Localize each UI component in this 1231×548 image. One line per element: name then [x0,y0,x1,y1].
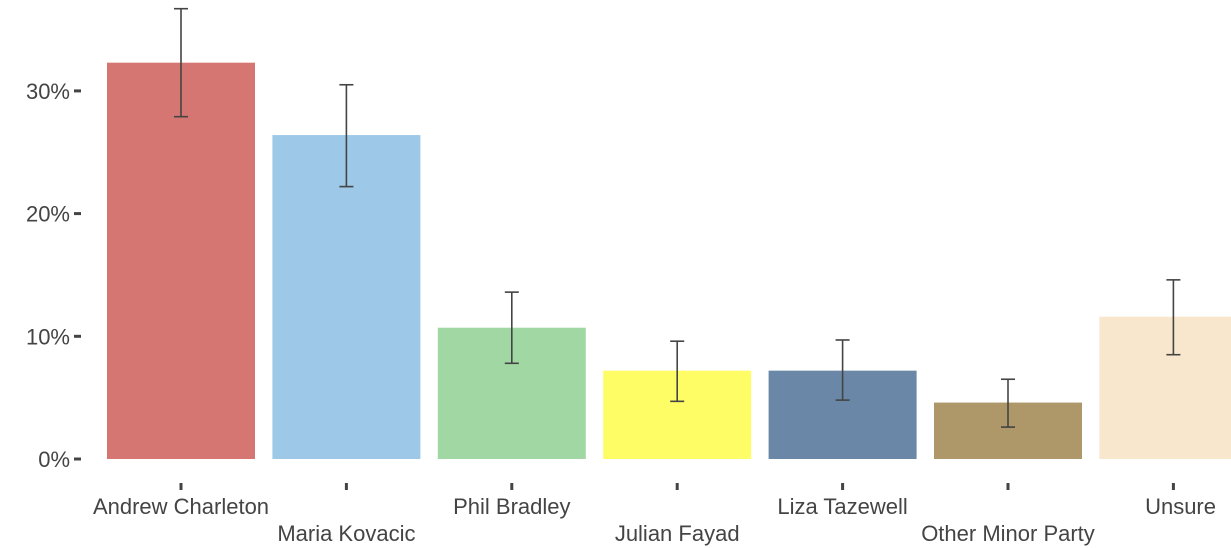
bar [272,135,421,459]
error-bars [174,7,1181,428]
y-tick-label: 30% [26,79,70,104]
x-category-label: Julian Fayad [615,521,740,546]
x-category-label: Andrew Charleton [93,494,269,519]
x-category-label: Unsure [1145,494,1216,519]
error-bar [670,340,685,403]
x-category-label: Maria Kovacic [277,521,415,546]
error-bar [339,83,354,188]
y-tick-label: 20% [26,202,70,227]
bar [1099,316,1231,459]
error-bar [174,7,188,118]
x-category-label: Other Minor Party [921,521,1095,546]
error-bar [1166,279,1181,356]
x-axis: Andrew Charleton Maria Kovacic Phil Bradle… [93,483,1216,546]
error-bar [835,339,850,401]
bars [107,62,1231,459]
x-category-label: Phil Bradley [453,494,570,519]
y-tick-label: 10% [26,324,70,349]
error-bar [504,291,519,365]
error-bar [1001,378,1015,428]
bar [107,62,255,459]
x-category-label: Liza Tazewell [777,494,907,519]
y-tick-label: 0% [38,447,70,472]
y-axis: 0% 10% 20% 30% [26,79,81,472]
